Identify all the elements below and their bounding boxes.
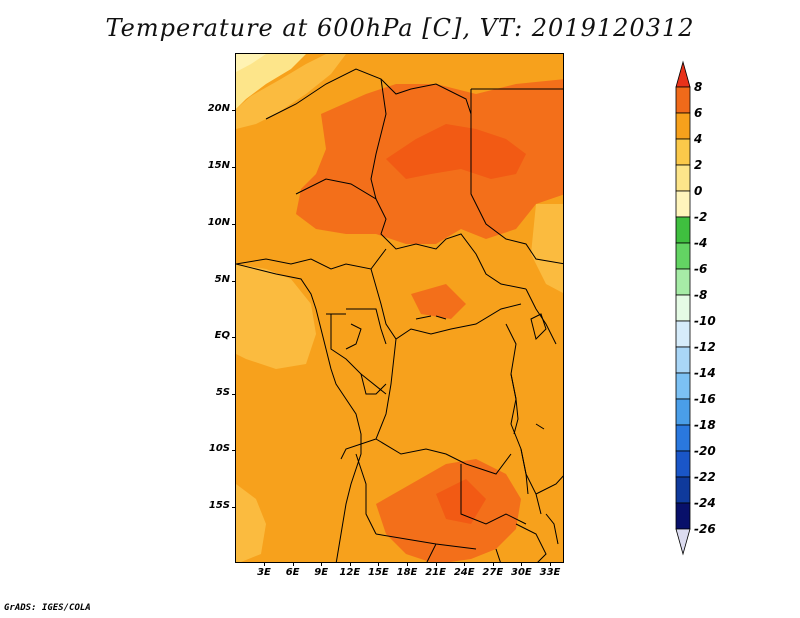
- colorbar-swatch: [675, 450, 691, 478]
- lat-tick: [232, 507, 236, 508]
- lat-tick: [232, 337, 236, 338]
- colorbar-swatch: [675, 424, 691, 452]
- lon-label: 15E: [368, 567, 389, 578]
- lon-label: 6E: [285, 567, 300, 578]
- colorbar-label: -26: [694, 522, 716, 536]
- colorbar-swatch: [675, 216, 691, 244]
- lon-tick: [349, 562, 351, 566]
- footer-credit: GrADS: IGES/COLA: [4, 603, 91, 613]
- colorbar-swatch: [675, 320, 691, 348]
- colorbar-label: -8: [694, 288, 708, 302]
- lon-tick: [464, 562, 466, 566]
- colorbar-swatch: [675, 502, 691, 530]
- lon-label: 30E: [511, 567, 532, 578]
- lat-label: 5S: [215, 387, 230, 398]
- lon-tick: [292, 562, 294, 566]
- colorbar-label: -6: [694, 262, 708, 276]
- map-title: Temperature at 600hPa [C], VT: 201912031…: [105, 14, 695, 42]
- colorbar-swatch: [675, 138, 691, 166]
- colorbar-swatch: [675, 398, 691, 426]
- lon-label: 27E: [482, 567, 504, 578]
- map-svg: [236, 54, 563, 562]
- colorbar-swatch: [675, 372, 691, 400]
- colorbar-label: 4: [694, 132, 703, 146]
- lon-tick: [264, 562, 265, 566]
- temp-field-warm-central: [411, 284, 466, 319]
- lat-tick: [232, 394, 236, 395]
- colorbar-label: -4: [694, 236, 708, 250]
- lon-label: 9E: [314, 567, 329, 578]
- lon-tick: [321, 562, 323, 566]
- colorbar-swatch: [675, 112, 691, 140]
- lat-label: 10N: [207, 217, 230, 228]
- colorbar-label: -2: [694, 210, 708, 224]
- lat-tick: [232, 167, 236, 168]
- temp-field-hot-core: [386, 124, 526, 179]
- colorbar-label: -10: [694, 314, 716, 328]
- temp-field-cool-east: [531, 204, 563, 293]
- colorbar-label: -20: [694, 444, 716, 458]
- colorbar-label: -16: [694, 392, 716, 406]
- colorbar: [675, 60, 691, 556]
- colorbar-label: 0: [694, 184, 703, 198]
- lon-label: 12E: [339, 567, 361, 578]
- lat-label: 15S: [208, 500, 230, 511]
- lon-label: 24E: [453, 567, 475, 578]
- lon-label: 3E: [257, 567, 271, 578]
- coastline: [236, 263, 362, 562]
- temp-field-cool-west: [236, 264, 316, 369]
- lon-tick: [550, 562, 551, 566]
- colorbar-label: 6: [694, 106, 703, 120]
- lat-label: 15N: [207, 160, 230, 171]
- lat-label: 10S: [208, 443, 230, 454]
- colorbar-top-arrow: [675, 60, 691, 88]
- lat-label: 20N: [207, 103, 230, 114]
- colorbar-swatch: [675, 164, 691, 192]
- colorbar-label: 8: [694, 80, 703, 94]
- lon-tick: [492, 562, 494, 566]
- lat-tick: [232, 224, 236, 225]
- colorbar-label: -24: [694, 496, 716, 510]
- temp-field-palest: [236, 54, 266, 72]
- lon-label: 18E: [396, 567, 418, 578]
- colorbar-label: -14: [694, 366, 716, 380]
- lon-label: 33E: [539, 567, 561, 578]
- colorbar-label: -22: [694, 470, 716, 484]
- lon-tick: [435, 562, 437, 566]
- country-borders: [236, 68, 563, 562]
- colorbar-swatch: [675, 346, 691, 374]
- temp-field-pale: [236, 54, 306, 109]
- colorbar-label: 2: [694, 158, 703, 172]
- colorbar-bottom-arrow: [675, 528, 691, 556]
- lakes: [415, 313, 559, 545]
- lat-tick: [232, 450, 236, 451]
- lat-tick: [232, 110, 236, 111]
- lat-tick: [232, 281, 236, 282]
- colorbar-swatch: [675, 268, 691, 296]
- lon-tick: [407, 562, 408, 566]
- lon-tick: [378, 562, 380, 566]
- lon-label: 21E: [425, 567, 446, 578]
- colorbar-swatch: [675, 476, 691, 504]
- lon-tick: [521, 562, 523, 566]
- temp-field-cool-nw: [236, 54, 346, 129]
- colorbar-label: -18: [694, 418, 716, 432]
- lat-label: 5N: [214, 274, 230, 285]
- temperature-map: [235, 53, 564, 563]
- lat-label: EQ: [214, 330, 230, 341]
- colorbar-swatch: [675, 242, 691, 270]
- colorbar-label: -12: [694, 340, 716, 354]
- colorbar-swatch: [675, 294, 691, 322]
- colorbar-swatch: [675, 86, 691, 114]
- colorbar-swatch: [675, 190, 691, 218]
- temp-field-cool-sw: [236, 484, 266, 562]
